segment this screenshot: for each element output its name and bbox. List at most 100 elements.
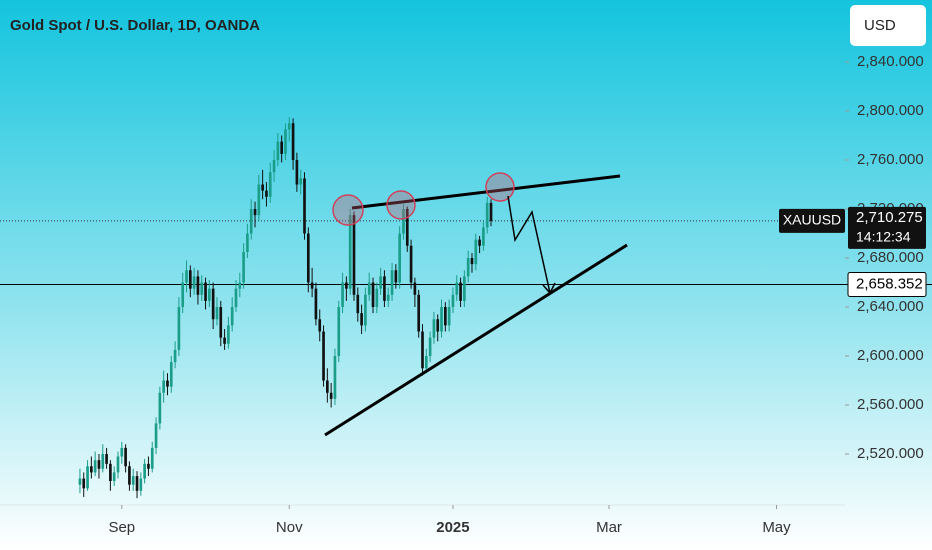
candle-body — [139, 478, 143, 491]
candle-body — [352, 215, 356, 295]
candle-body — [417, 294, 421, 332]
candle-body — [360, 313, 363, 326]
candle-body — [299, 178, 303, 185]
y-tick-label: 2,840.000 — [857, 53, 924, 70]
candle-body — [436, 319, 440, 332]
candle-body — [120, 447, 124, 457]
candle-body — [287, 123, 291, 130]
candle-body — [219, 307, 223, 338]
candle-body — [280, 141, 283, 154]
candle-body — [169, 362, 173, 387]
candle-body — [455, 282, 459, 295]
candle-body — [109, 463, 112, 481]
candle-body — [249, 209, 253, 234]
candle-body — [166, 380, 169, 387]
drawings — [324, 172, 628, 437]
candle-body — [223, 337, 226, 344]
candle-body — [105, 454, 108, 464]
candle-body — [356, 294, 360, 314]
chart-title: Gold Spot / U.S. Dollar, 1D, OANDA — [10, 17, 260, 34]
candle-body — [227, 325, 230, 344]
candle-body — [177, 307, 181, 350]
candle-body — [379, 276, 382, 289]
price-labels: 2,520.000 2,560.000 2,600.000 2,640.000 2,68… — [108, 53, 927, 536]
x-tick-label: Sep — [108, 519, 135, 536]
candle-body — [268, 172, 272, 197]
candle-body — [440, 307, 443, 332]
candle-body — [459, 282, 462, 301]
candle-body — [402, 209, 405, 234]
candle-body — [204, 282, 207, 301]
candle-body — [192, 276, 196, 289]
candle-body — [383, 276, 386, 301]
candle-body — [272, 160, 276, 173]
trend-line — [324, 243, 628, 437]
candle-body — [158, 392, 162, 424]
candle-body — [478, 239, 481, 246]
candle-body — [409, 245, 413, 283]
candle-body — [253, 209, 257, 216]
candle-body — [284, 129, 287, 154]
candle-body — [345, 282, 348, 289]
candle-body — [329, 392, 333, 399]
candle-body — [451, 294, 455, 308]
candle-body — [303, 178, 306, 234]
candle-body — [489, 202, 493, 221]
y-tick-label: 2,640.000 — [857, 298, 924, 315]
candle-body — [295, 160, 299, 185]
candle-body — [318, 319, 322, 332]
y-tick-label: 2,800.000 — [857, 102, 924, 119]
candle-body — [101, 454, 105, 469]
projection-arrow — [507, 195, 551, 294]
candle-body — [261, 184, 264, 191]
highlight-circle — [386, 190, 416, 220]
candle-body — [124, 447, 127, 467]
candle-body — [466, 258, 470, 277]
candle-body — [421, 331, 424, 369]
candle-body — [337, 307, 341, 357]
candle-body — [348, 215, 352, 289]
candle-body — [364, 294, 367, 326]
last-price-label: 2,710.275 — [856, 209, 923, 226]
candle-body — [386, 294, 390, 301]
candle-body — [128, 466, 131, 485]
level-label: 2,658.352 — [856, 276, 923, 293]
candle-body — [90, 466, 93, 473]
candle-body — [185, 270, 188, 283]
plot — [0, 117, 932, 499]
candle-body — [291, 123, 295, 161]
candle-body — [371, 282, 375, 308]
candle-body — [322, 331, 325, 381]
candle-body — [482, 227, 485, 246]
candle-body — [154, 423, 158, 448]
candle-body — [428, 337, 432, 357]
candle-body — [238, 282, 242, 289]
candle-body — [474, 239, 478, 265]
candle-body — [82, 478, 86, 489]
currency-button[interactable] — [850, 5, 926, 46]
candle-body — [234, 288, 238, 308]
candle-body — [200, 282, 204, 295]
candle-body — [314, 288, 318, 320]
last-price-box — [848, 206, 926, 249]
candle-body — [242, 251, 245, 283]
candle-body — [485, 202, 489, 228]
y-tick-label: 2,760.000 — [857, 151, 924, 168]
candle-body — [444, 307, 447, 326]
currency[interactable]: USD — [864, 17, 896, 34]
candle-body — [86, 466, 89, 489]
candle-body — [367, 282, 371, 295]
candle-body — [265, 190, 268, 197]
candle-body — [93, 460, 97, 473]
candle-body — [215, 307, 219, 320]
candle-body — [375, 288, 379, 308]
candle-body — [112, 472, 116, 481]
candle-body — [398, 233, 401, 283]
level-box — [847, 272, 927, 298]
candle-body — [463, 276, 466, 301]
candle-body — [181, 282, 185, 308]
candle-body — [424, 356, 428, 369]
candle-body — [394, 270, 398, 283]
